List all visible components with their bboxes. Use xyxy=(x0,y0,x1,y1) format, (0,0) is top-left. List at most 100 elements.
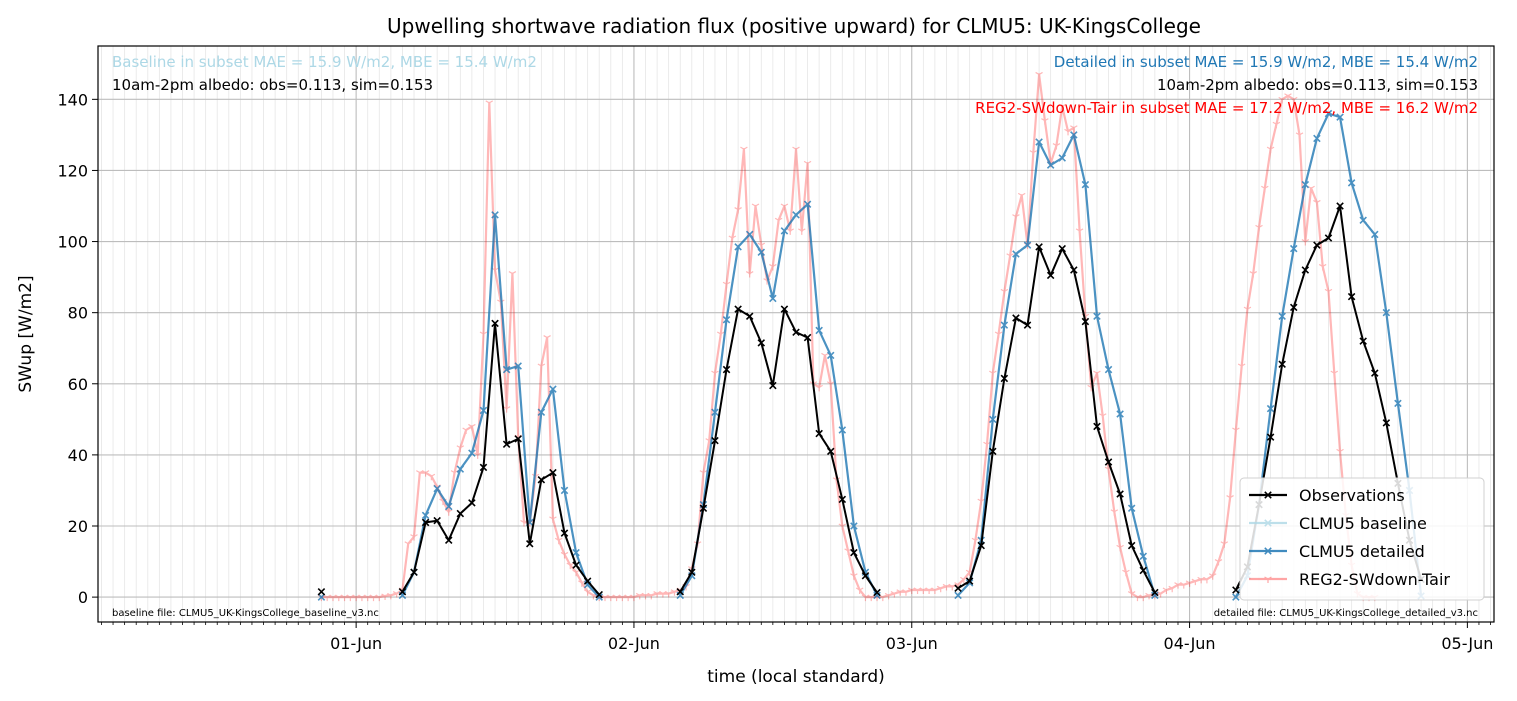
observations-point xyxy=(1000,374,1009,383)
reg2-swdown-tair-point xyxy=(1289,96,1298,104)
clmu5-detailed-point xyxy=(1347,179,1356,187)
reg2-swdown-tair-point xyxy=(1174,582,1182,589)
clmu5-detailed-point xyxy=(537,408,546,416)
clmu5-detailed-point xyxy=(1046,161,1055,169)
clmu5-detailed-point xyxy=(757,248,766,256)
observations-point xyxy=(792,328,800,336)
reg2-swdown-tair-point xyxy=(907,587,916,594)
observations-point xyxy=(433,516,441,525)
observations-point xyxy=(410,568,418,576)
reg2-swdown-tair-point xyxy=(1122,569,1130,577)
observations-point xyxy=(1278,360,1286,368)
observations-point xyxy=(826,447,835,456)
clmu5-detailed-point xyxy=(1336,113,1344,121)
legend-label: CLMU5 baseline xyxy=(1299,514,1427,533)
reg2-swdown-tair-point xyxy=(919,587,928,594)
reg2-swdown-tair-point xyxy=(404,541,413,548)
reg2-swdown-tair-point xyxy=(1180,582,1188,589)
observations-point xyxy=(456,509,465,518)
reg2-swdown-tair-point xyxy=(537,363,546,370)
observations-point xyxy=(479,463,488,472)
clmu5-detailed-point xyxy=(1359,216,1367,224)
legend-box xyxy=(1239,477,1485,601)
y-tick-label: 80 xyxy=(68,304,88,323)
reg2-swdown-tair-point xyxy=(902,589,910,596)
observations-point xyxy=(745,312,754,320)
series-line xyxy=(401,205,1423,596)
legend-item-clmu5-baseline xyxy=(1249,519,1287,527)
clmu5-detailed-point xyxy=(1012,250,1020,258)
reg2-swdown-tair-point xyxy=(1139,594,1148,602)
reg2-swdown-tair-point xyxy=(1255,224,1263,232)
clmu5-detailed-point xyxy=(1266,404,1275,413)
reg2-swdown-tair-point xyxy=(931,587,939,594)
reg2-swdown-tair-point xyxy=(1324,288,1333,296)
observations-point xyxy=(317,588,326,596)
y-tick-label: 20 xyxy=(68,517,88,536)
reg2-swdown-tair-point xyxy=(618,594,627,602)
reg2-swdown-tair-point xyxy=(745,271,754,278)
y-tick-label: 120 xyxy=(57,161,88,180)
observations-point xyxy=(1151,588,1159,597)
y-axis: 0 20 40 60 80 100 120 140 xyxy=(57,90,98,607)
reg2-metrics-annotation: REG2-SWdown-Tair in subset MAE = 17.2 W/… xyxy=(975,99,1478,117)
clmu5-detailed-point xyxy=(1151,591,1159,600)
reg2-swdown-tair-point xyxy=(1197,576,1205,584)
y-tick-label: 40 xyxy=(68,446,88,465)
observations-point xyxy=(1070,266,1078,274)
clmu5-detailed-point xyxy=(444,502,453,511)
legend-label: Observations xyxy=(1299,486,1405,505)
legend-label: REG2-SWdown-Tair xyxy=(1299,570,1450,589)
clmu5-detailed-point xyxy=(1278,312,1286,320)
clmu5-detailed-point xyxy=(1000,321,1009,329)
x-axis-label: time (local standard) xyxy=(707,667,885,687)
observations-point xyxy=(549,468,557,477)
chart-title: Upwelling shortwave radiation flux (posi… xyxy=(387,14,1201,38)
legend-reg2-swdown-tair-point xyxy=(1264,576,1272,583)
observations-point xyxy=(722,365,731,374)
observations-point xyxy=(1116,490,1124,498)
reg2-swdown-tair-point xyxy=(1203,576,1211,584)
reg2-swdown-tair-point xyxy=(554,537,563,545)
reg2-swdown-tair-point xyxy=(346,594,355,602)
reg2-swdown-tair-point xyxy=(1226,495,1234,502)
reg2-swdown-tair-point xyxy=(653,591,661,598)
clmu5-detailed-point xyxy=(722,316,731,324)
reg2-swdown-tair-point xyxy=(1052,143,1061,150)
reg2-swdown-tair-point xyxy=(427,473,436,481)
clmu5-detailed-point xyxy=(1232,593,1240,601)
reg2-swdown-tair-point xyxy=(925,587,933,594)
reg2-swdown-tair-point xyxy=(1266,146,1275,154)
reg2-swdown-tair-point xyxy=(358,594,366,602)
reg2-swdown-tair-point xyxy=(1127,591,1136,598)
reg2-swdown-tair-point xyxy=(352,594,360,602)
reg2-swdown-tair-point xyxy=(1070,125,1078,132)
reg2-swdown-tair-point xyxy=(1110,509,1119,516)
clmu5-detailed-point xyxy=(1070,131,1078,139)
reg2-swdown-tair-point xyxy=(1301,239,1310,246)
reg2-swdown-tair-point xyxy=(792,146,800,154)
reg2-swdown-tair-point xyxy=(624,594,632,602)
legend-clmu5-detailed-point xyxy=(1264,547,1272,555)
reg2-swdown-tair-point xyxy=(444,509,453,516)
observations-point xyxy=(1359,337,1367,345)
reg2-swdown-tair-point xyxy=(728,235,737,242)
reg2-swdown-tair-point xyxy=(670,589,679,596)
clmu5-detailed-point xyxy=(965,579,974,587)
observations-point xyxy=(572,561,580,569)
observations-point xyxy=(1324,234,1333,242)
clmu5-detailed-point xyxy=(1116,410,1124,418)
observations-point xyxy=(421,518,430,527)
observations-point xyxy=(1035,243,1043,251)
reg2-swdown-tair-point xyxy=(716,331,725,338)
reg2-swdown-tair-point xyxy=(1133,594,1142,602)
observations-point xyxy=(1347,292,1356,301)
reg2-swdown-tair-point xyxy=(340,594,349,602)
reg2-swdown-tair-point xyxy=(1272,121,1281,129)
reg2-swdown-tair-point xyxy=(1214,559,1223,566)
y-tick-label: 140 xyxy=(57,90,88,109)
reg2-swdown-tair-point xyxy=(1313,199,1321,207)
observations-point xyxy=(861,572,870,580)
reg2-swdown-tair-point xyxy=(936,585,945,593)
reg2-swdown-tair-point xyxy=(989,370,997,378)
